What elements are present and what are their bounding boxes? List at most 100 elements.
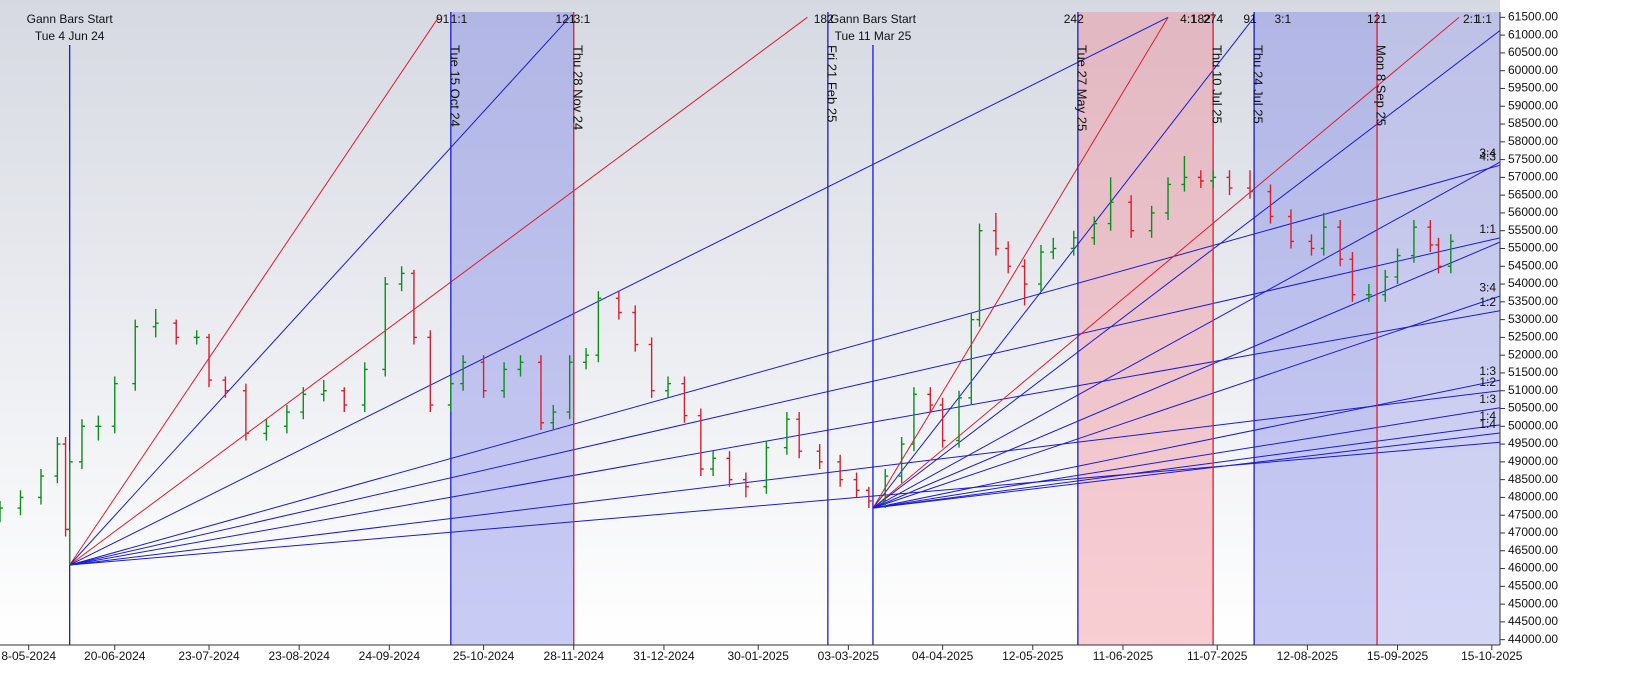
marker-date: Tue 15 Oct 24 xyxy=(447,45,462,127)
marker-date: Fri 21 Feb 25 xyxy=(824,45,839,122)
plot-area xyxy=(0,12,1500,645)
gann-fan-line xyxy=(872,17,1255,509)
gann-fan-line xyxy=(69,164,1500,566)
y-tick-label: 52000.00 xyxy=(1508,347,1558,361)
gann-fan-line xyxy=(872,17,1169,509)
x-tick-label: 12-05-2025 xyxy=(1002,649,1064,663)
x-tick-label: 31-12-2024 xyxy=(633,649,695,663)
x-tick-label: 04-04-2025 xyxy=(912,649,974,663)
y-tick-label: 60500.00 xyxy=(1508,45,1558,59)
fan-ratio-label: 1:3 xyxy=(1479,364,1496,378)
y-tick-label: 55500.00 xyxy=(1508,223,1558,237)
marker-date: Thu 10 Jul 25 xyxy=(1210,45,1225,124)
gann-fan-line xyxy=(69,17,439,566)
gann-fan-line xyxy=(872,241,1500,509)
y-tick-label: 53000.00 xyxy=(1508,312,1558,326)
gann-fan-line xyxy=(872,295,1500,509)
y-tick-label: 49000.00 xyxy=(1508,454,1558,468)
y-tick-label: 57500.00 xyxy=(1508,152,1558,166)
fan-ratio-label: 3:4 xyxy=(1479,146,1496,160)
x-tick-label: 15-09-2025 xyxy=(1367,649,1429,663)
cycle-label: 1:1 xyxy=(1475,12,1492,26)
time-band xyxy=(1377,12,1500,645)
y-tick-label: 60000.00 xyxy=(1508,63,1558,77)
x-tick-label: 23-08-2024 xyxy=(268,649,330,663)
y-tick-label: 51000.00 xyxy=(1508,383,1558,397)
y-tick-label: 48500.00 xyxy=(1508,472,1558,486)
fan-ratio-label: 1:3 xyxy=(1479,392,1496,406)
fan-ratio-label: 1:4 xyxy=(1479,409,1496,423)
cycle-label: 1:1 xyxy=(451,12,468,26)
y-tick-label: 45000.00 xyxy=(1508,596,1558,610)
y-tick-label: 46000.00 xyxy=(1508,561,1558,575)
x-tick-label: 12-08-2025 xyxy=(1277,649,1339,663)
y-tick-label: 58500.00 xyxy=(1508,116,1558,130)
fan-ratio-label: 1:2 xyxy=(1479,375,1496,389)
time-band xyxy=(1254,12,1378,645)
gann-fan-line xyxy=(69,441,1500,566)
x-tick-label: 11-06-2025 xyxy=(1093,649,1154,663)
fan-ratio-label: 1:4 xyxy=(1479,417,1496,431)
x-tick-label: 20-06-2024 xyxy=(84,649,146,663)
y-tick-label: 53500.00 xyxy=(1508,294,1558,308)
cycle-label: 3:1 xyxy=(574,12,591,26)
y-tick-label: 51500.00 xyxy=(1508,365,1558,379)
time-band xyxy=(1077,12,1214,645)
fan-ratio-label: 1:1 xyxy=(1479,222,1496,236)
marker-date: Tue 4 Jun 24 xyxy=(35,29,105,43)
cycle-label: 121 xyxy=(1367,12,1387,26)
gann-fan-line xyxy=(69,310,1500,566)
y-tick-label: 58000.00 xyxy=(1508,134,1558,148)
x-tick-label: 23-07-2024 xyxy=(178,649,240,663)
cycle-label: 242 xyxy=(1064,12,1084,26)
y-tick-label: 56500.00 xyxy=(1508,187,1558,201)
y-tick-label: 61000.00 xyxy=(1508,27,1558,41)
gann-fan-line xyxy=(872,30,1500,509)
y-tick-label: 44000.00 xyxy=(1508,632,1558,646)
y-tick-label: 47500.00 xyxy=(1508,507,1558,521)
cycle-label: 4:1 xyxy=(1180,12,1197,26)
y-tick-label: 47000.00 xyxy=(1508,525,1558,539)
y-tick-label: 44500.00 xyxy=(1508,614,1558,628)
gann-fan-line xyxy=(872,379,1500,509)
plot-background xyxy=(0,0,1500,645)
y-tick-label: 56000.00 xyxy=(1508,205,1558,219)
y-tick-label: 61500.00 xyxy=(1508,10,1558,24)
gann-fan-line xyxy=(872,16,1460,509)
marker-date: Thu 28 Nov 24 xyxy=(570,45,585,130)
fan-ratio-label: 3:4 xyxy=(1479,280,1496,294)
gann-fan-line xyxy=(69,16,808,566)
y-tick-label: 45500.00 xyxy=(1508,578,1558,592)
y-tick-label: 54500.00 xyxy=(1508,258,1558,272)
y-tick-label: 55000.00 xyxy=(1508,241,1558,255)
cycle-label: 121 xyxy=(556,12,576,26)
cycle-label: 274 xyxy=(1203,12,1223,26)
gann-fan-line xyxy=(872,161,1500,509)
y-tick-label: 50000.00 xyxy=(1508,418,1558,432)
gann-fan-line xyxy=(69,237,1500,566)
cycle-label: 3:1 xyxy=(1274,12,1291,26)
gann-fan-line xyxy=(872,432,1500,509)
y-tick-label: 48000.00 xyxy=(1508,490,1558,504)
x-tick-label: 28-11-2024 xyxy=(544,649,605,663)
marker-title: Gann Bars Start xyxy=(830,12,917,26)
gann-fan-line xyxy=(69,390,1500,566)
x-tick-label: 25-10-2024 xyxy=(453,649,515,663)
marker-title: Gann Bars Start xyxy=(27,12,114,26)
y-tick-label: 52500.00 xyxy=(1508,330,1558,344)
y-tick-label: 50500.00 xyxy=(1508,401,1558,415)
y-tick-label: 49500.00 xyxy=(1508,436,1558,450)
x-tick-label: 03-03-2025 xyxy=(818,649,880,663)
x-tick-label: 15-10-2025 xyxy=(1461,649,1523,663)
y-tick-label: 46500.00 xyxy=(1508,543,1558,557)
fan-ratio-label: 1:2 xyxy=(1479,295,1496,309)
marker-date: Tue 27 May 25 xyxy=(1074,45,1089,131)
x-tick-label: 30-01-2025 xyxy=(728,649,790,663)
gann-fan-line xyxy=(872,424,1500,509)
cycle-label: 182 xyxy=(1191,12,1211,26)
x-tick-label: 11-07-2025 xyxy=(1187,649,1248,663)
cycle-label: 91 xyxy=(1243,12,1257,26)
fan-ratio-label: 4:3 xyxy=(1479,149,1496,163)
